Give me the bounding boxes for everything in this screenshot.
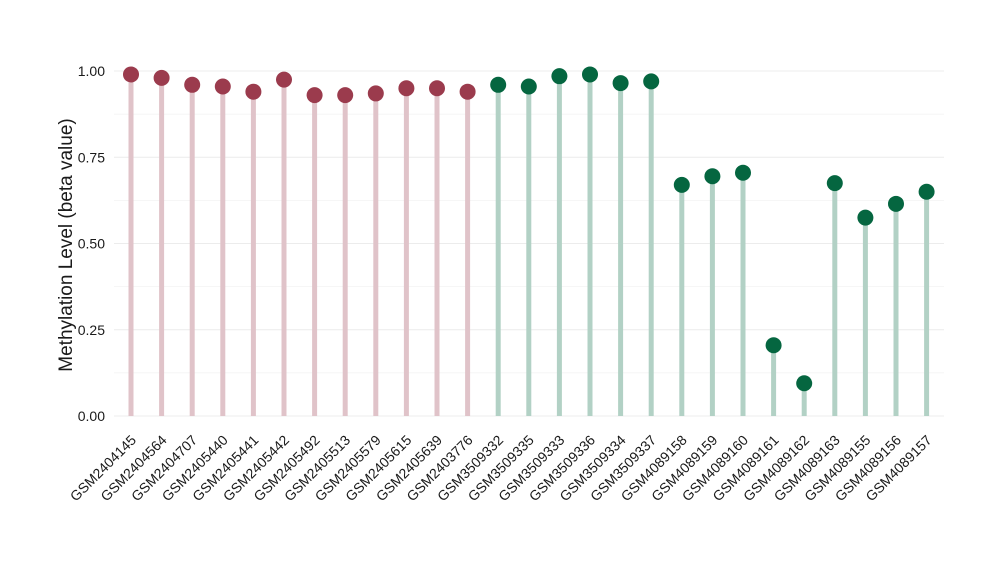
data-point <box>337 87 354 104</box>
data-point <box>826 175 843 192</box>
data-point <box>367 85 384 102</box>
data-point <box>796 375 813 392</box>
data-point <box>673 176 690 193</box>
y-tick-label: 1.00 <box>78 63 105 79</box>
data-point <box>153 69 170 86</box>
data-point <box>918 183 935 200</box>
points <box>123 66 935 392</box>
data-point <box>398 80 415 97</box>
y-tick-label: 0.75 <box>78 149 105 165</box>
data-point <box>765 337 782 354</box>
data-point <box>551 68 568 85</box>
data-point <box>214 78 231 95</box>
y-tick-label: 0.00 <box>78 408 105 424</box>
data-point <box>429 80 445 97</box>
data-point <box>643 73 660 90</box>
data-point <box>245 83 262 100</box>
y-tick-label: 0.25 <box>78 322 105 338</box>
data-point <box>184 76 201 93</box>
data-point <box>888 195 904 212</box>
y-tick-label: 0.50 <box>78 236 105 252</box>
data-point <box>612 75 629 92</box>
data-point <box>306 87 323 104</box>
data-point <box>276 71 292 88</box>
y-axis-title: Methylation Level (beta value) <box>56 118 77 371</box>
stems <box>128 74 930 416</box>
x-axis-ticks: GSM2404145GSM2404564GSM2404707GSM2405440… <box>67 432 935 505</box>
data-point <box>582 66 598 83</box>
data-point <box>459 83 476 100</box>
data-point <box>520 78 537 95</box>
data-point <box>857 209 874 226</box>
y-axis-ticks: 0.00 0.25 0.50 0.75 1.00 <box>78 63 105 424</box>
data-point <box>704 168 721 185</box>
data-point <box>123 66 139 83</box>
data-point <box>735 164 751 181</box>
data-point <box>490 76 507 93</box>
